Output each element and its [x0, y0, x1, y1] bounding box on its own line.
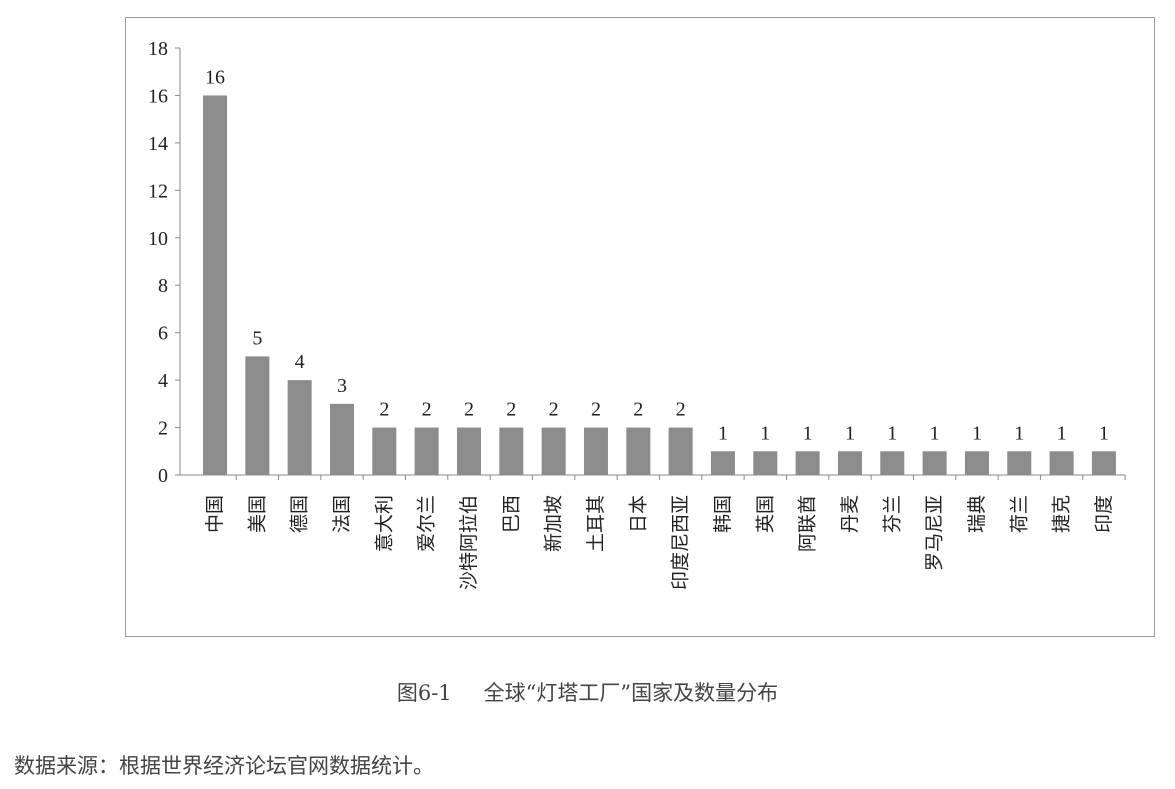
caption-number: 图6-1	[396, 681, 452, 705]
data-label: 2	[379, 399, 389, 421]
category-label: 丹麦	[839, 495, 861, 533]
category-label: 沙特阿拉伯	[458, 495, 480, 590]
category-label: 芬兰	[881, 495, 903, 533]
category-label: 韩国	[712, 495, 734, 533]
y-tick-label: 2	[158, 418, 168, 440]
category-label: 印度尼西亚	[670, 495, 692, 590]
bar	[456, 427, 481, 475]
bar	[583, 427, 608, 475]
source-note: 数据来源：根据世界经济论坛官网数据统计。	[14, 754, 434, 778]
data-label: 2	[591, 399, 601, 421]
bar	[964, 451, 989, 475]
data-label: 2	[549, 399, 559, 421]
category-label: 荷兰	[1008, 495, 1030, 533]
y-tick-label: 18	[148, 38, 168, 60]
bar	[626, 427, 651, 475]
data-label: 2	[464, 399, 474, 421]
data-label: 3	[337, 375, 347, 397]
data-label: 2	[676, 399, 686, 421]
bar	[710, 451, 735, 475]
data-label: 1	[972, 422, 982, 444]
category-label: 德国	[289, 495, 311, 533]
bar	[795, 451, 820, 475]
data-label: 1	[887, 422, 897, 444]
data-label: 1	[718, 422, 728, 444]
category-label: 法国	[331, 495, 353, 533]
data-label: 4	[295, 351, 305, 373]
chart-frame: 0 2 4 6 8 10 12 14 16 18 16 中国 5 美国 4 德国 3 法国 2 意大利 2 爱尔兰 2 沙特阿…	[125, 17, 1155, 637]
y-tick-label: 14	[148, 133, 168, 155]
category-label: 意大利	[373, 495, 395, 552]
category-label: 爱尔兰	[416, 495, 438, 552]
category-label: 阿联酋	[797, 495, 819, 552]
bar	[1049, 451, 1074, 475]
bar	[329, 403, 354, 475]
bar	[203, 95, 227, 475]
data-label: 1	[1014, 422, 1024, 444]
bar	[668, 427, 693, 475]
data-label: 2	[506, 399, 516, 421]
bar	[499, 427, 524, 475]
data-label: 2	[422, 399, 432, 421]
data-label: 1	[1099, 422, 1109, 444]
bar	[541, 427, 566, 475]
bar	[922, 451, 947, 475]
bar	[287, 380, 312, 475]
data-label: 1	[803, 422, 813, 444]
category-label: 捷克	[1051, 495, 1073, 533]
data-label: 1	[1057, 422, 1067, 444]
bar	[1091, 451, 1116, 475]
data-label: 1	[845, 422, 855, 444]
bar-chart: 02468101214161816中国5美国4德国3法国2意大利2爱尔兰2沙特阿…	[148, 38, 1126, 590]
category-label: 印度	[1093, 495, 1115, 533]
y-tick-label: 16	[148, 85, 168, 107]
bar	[414, 427, 439, 475]
y-tick-label: 8	[158, 275, 168, 297]
category-label: 中国	[204, 495, 226, 533]
bar	[837, 451, 862, 475]
data-label: 1	[760, 422, 770, 444]
category-label: 土耳其	[585, 495, 607, 552]
bar	[372, 427, 397, 475]
category-label: 英国	[754, 495, 776, 533]
data-label: 16	[205, 66, 225, 88]
category-label: 瑞典	[966, 495, 988, 533]
data-label: 5	[252, 327, 262, 349]
category-label: 日本	[627, 495, 649, 533]
y-tick-label: 6	[158, 323, 168, 345]
category-label: 美国	[246, 495, 268, 533]
y-tick-label: 4	[158, 370, 168, 392]
y-tick-label: 10	[148, 228, 168, 250]
category-label: 新加坡	[543, 495, 565, 552]
bar	[1007, 451, 1032, 475]
y-tick-label: 12	[148, 180, 168, 202]
caption-title: 全球“灯塔工厂”国家及数量分布	[483, 681, 779, 705]
bar	[753, 451, 778, 475]
y-tick-label: 0	[158, 465, 168, 487]
bar	[245, 356, 270, 475]
data-label: 2	[633, 399, 643, 421]
category-label: 罗马尼亚	[924, 495, 946, 571]
bar	[880, 451, 905, 475]
data-label: 1	[930, 422, 940, 444]
category-label: 巴西	[500, 495, 522, 533]
figure-caption: 图6-1 全球“灯塔工厂”国家及数量分布	[0, 677, 1175, 707]
